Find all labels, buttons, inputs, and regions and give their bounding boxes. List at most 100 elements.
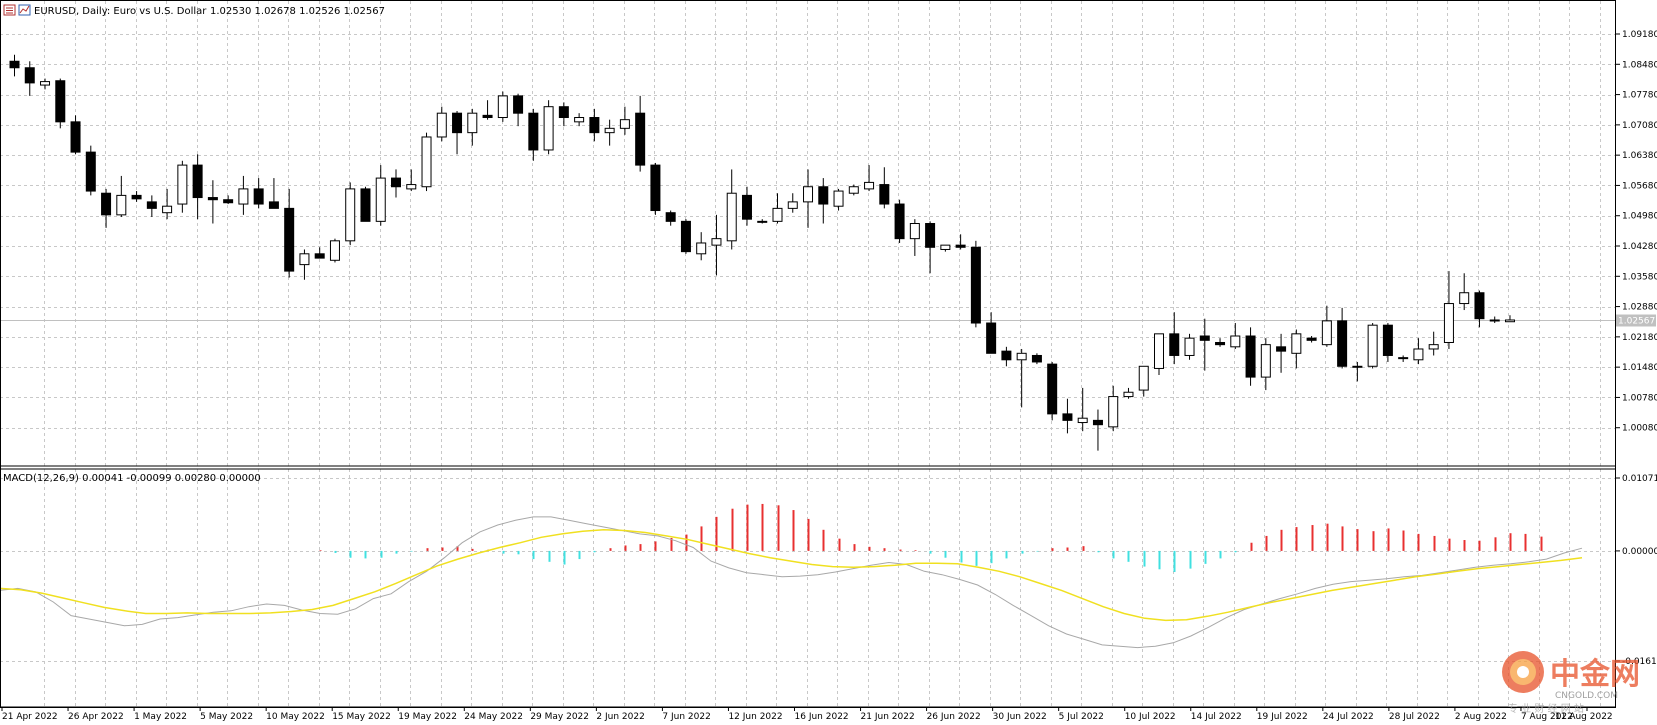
candle: [1428, 331, 1439, 356]
candle-body-bullish: [1154, 333, 1164, 369]
date-label: 26 Apr 2022: [68, 712, 124, 722]
candle-body-bearish: [1047, 363, 1058, 415]
candle: [864, 165, 875, 192]
candle-body-bearish: [1062, 413, 1073, 421]
candle-body-bearish: [680, 220, 691, 253]
candle: [452, 111, 463, 155]
candle-body-bullish: [116, 194, 127, 216]
candle-body-bearish: [1382, 324, 1393, 356]
candle: [1276, 333, 1287, 373]
menu-icon[interactable]: [3, 4, 16, 16]
candle-body-bearish: [314, 253, 325, 259]
candle: [1352, 361, 1363, 382]
candle-body-bearish: [879, 184, 890, 205]
candle: [787, 193, 798, 213]
candle: [55, 78, 66, 129]
date-label: 24 Jul 2022: [1323, 712, 1374, 722]
candle: [909, 219, 920, 256]
candle-body-bearish: [391, 177, 401, 188]
candle: [528, 108, 539, 161]
candle-body-bearish: [360, 188, 371, 222]
candle-body-bearish: [452, 112, 463, 134]
candle: [635, 95, 646, 172]
price-tick-label: 1.00780: [1622, 393, 1657, 403]
date-label: 16 Jun 2022: [795, 712, 849, 722]
candle: [1031, 353, 1042, 365]
candle-body-bullish: [1108, 396, 1119, 428]
candle: [40, 78, 51, 90]
candle-body-bullish: [1428, 344, 1439, 350]
candle: [741, 186, 752, 226]
candle: [391, 169, 401, 198]
candle-body-bullish: [757, 220, 768, 223]
date-label: 15 May 2022: [332, 712, 391, 722]
cngold-logo-icon: [1502, 651, 1544, 693]
candle-body-bearish: [55, 80, 66, 123]
candle-body-bearish: [1337, 320, 1348, 367]
watermark-url: CNGOLD.COM: [1555, 691, 1618, 701]
candle: [619, 106, 630, 135]
candle-body-bullish: [940, 244, 951, 250]
candle-body-bearish: [482, 114, 493, 119]
date-label: 29 May 2022: [530, 712, 589, 722]
candle: [1474, 290, 1485, 328]
macd-tick-label: 0.01071: [1622, 474, 1657, 484]
candle: [543, 100, 554, 155]
candle: [1367, 323, 1378, 369]
date-label: 1 May 2022: [134, 712, 187, 722]
candle: [1138, 365, 1149, 397]
candle: [1108, 385, 1119, 432]
candle-body-bearish: [9, 60, 20, 69]
watermark-tagline: 专 业 财 经 网 站: [1508, 702, 1584, 715]
candle: [268, 178, 279, 209]
candle: [513, 93, 524, 127]
candle-body-bearish: [818, 186, 829, 205]
candle-body-bullish: [1016, 352, 1027, 361]
date-label: 14 Jul 2022: [1191, 712, 1242, 722]
candle: [1443, 271, 1454, 349]
candle-body-bearish: [1199, 335, 1210, 341]
candle-body-bullish: [696, 242, 707, 255]
candle: [162, 188, 173, 220]
chart-window-icon[interactable]: [18, 4, 31, 16]
candle: [1215, 338, 1226, 347]
candle-body-bearish: [268, 201, 279, 209]
candle: [680, 219, 691, 254]
candle-body-bullish: [803, 186, 814, 203]
date-label: 7 Aug 2022: [1521, 712, 1573, 722]
candle: [116, 175, 127, 218]
date-axis[interactable]: 21 Apr 2022 26 Apr 2022 1 May 2022 5 May 20…: [1, 707, 1613, 722]
candle-body-bearish: [741, 194, 752, 220]
candle-body-bearish: [207, 197, 218, 201]
candle: [848, 184, 859, 196]
candle: [1077, 387, 1088, 432]
candle: [299, 249, 310, 280]
candle: [650, 162, 661, 215]
candle-body-bearish: [528, 112, 539, 151]
date-label: 19 May 2022: [398, 712, 457, 722]
candle-body-bullish: [726, 192, 737, 242]
candle-body-bearish: [986, 322, 997, 354]
candle-body-bullish: [1367, 324, 1378, 367]
candle-body-bullish: [1459, 292, 1470, 305]
candle-body-bullish: [177, 164, 188, 205]
candle: [1199, 318, 1210, 371]
candle: [1337, 307, 1348, 369]
ohlc-values: 1.02530 1.02678 1.02526 1.02567: [210, 6, 385, 17]
current-price-label: 1.02567: [1618, 317, 1655, 327]
candle: [85, 145, 96, 196]
candle-body-bearish: [1306, 337, 1317, 341]
candle: [24, 61, 35, 96]
date-label: 10 May 2022: [266, 712, 325, 722]
price-tick-label: 1.02180: [1622, 333, 1657, 343]
candle-body-bullish: [604, 127, 615, 134]
date-label: 24 May 2022: [464, 712, 523, 722]
candle: [497, 91, 508, 122]
candle-body-bullish: [1077, 417, 1088, 424]
candle: [345, 182, 356, 246]
candle-body-bearish: [146, 201, 157, 209]
price-axis[interactable]: 1.09180 1.08480 1.07780 1.07080 1.06380 1.056…: [1615, 30, 1657, 434]
candle: [223, 195, 234, 205]
